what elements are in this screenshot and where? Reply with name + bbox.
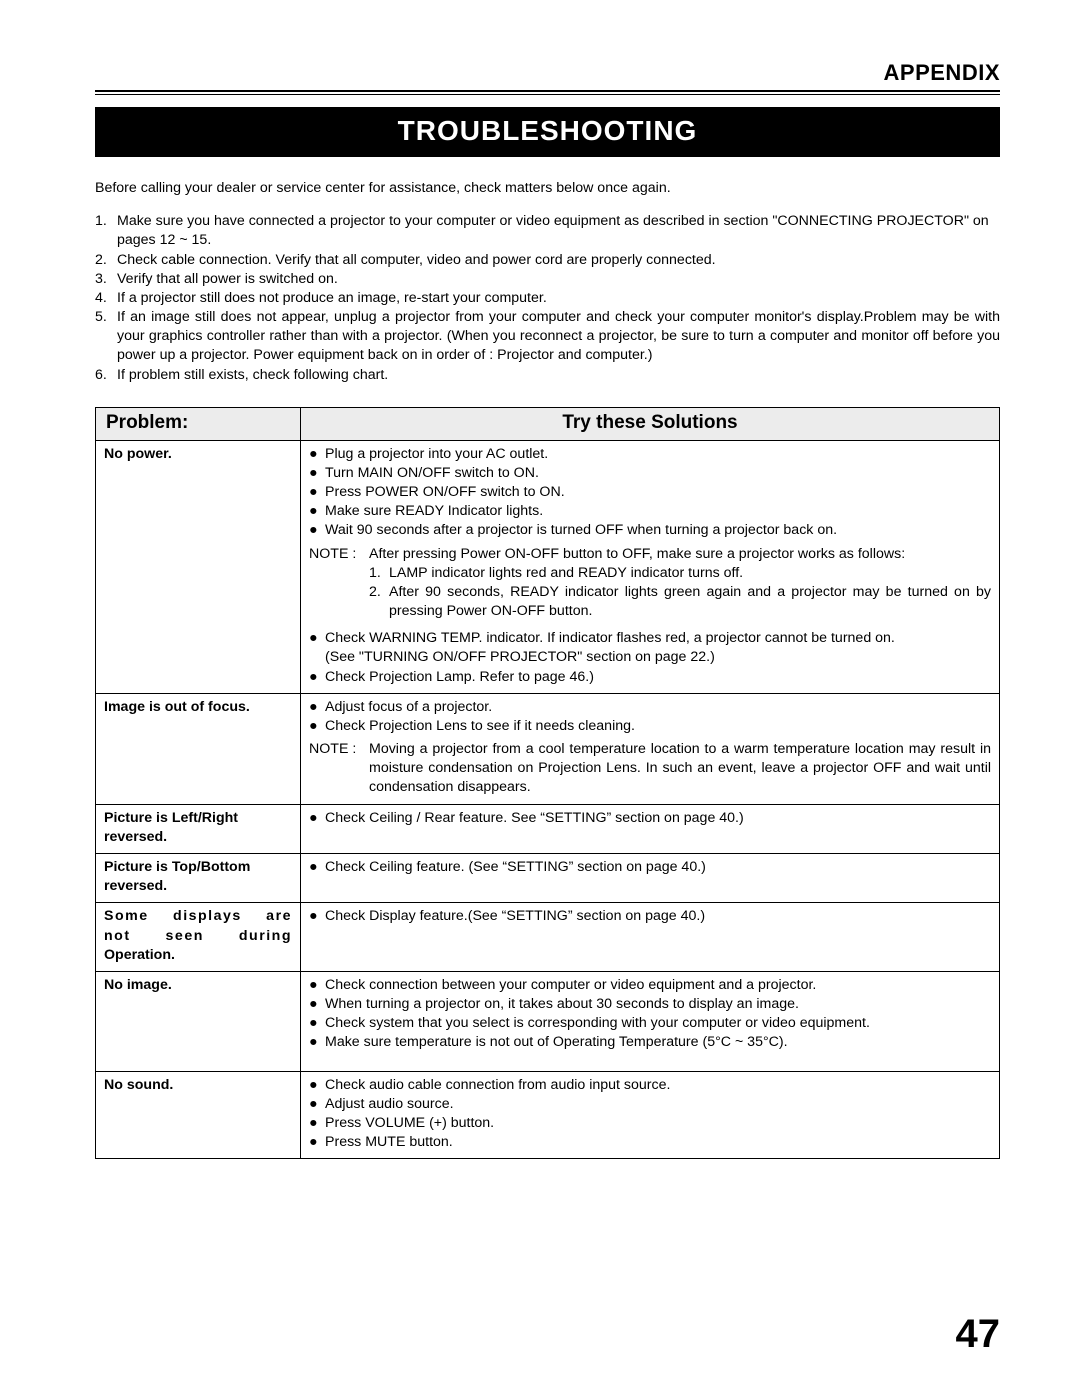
table-row: No image. ●Check connection between your… — [96, 971, 1000, 1071]
table-row: No sound. ●Check audio cable connection … — [96, 1071, 1000, 1159]
solution-cell: ●Check Ceiling feature. (See “SETTING” s… — [301, 853, 1000, 902]
step-item: 6.If problem still exists, check followi… — [95, 366, 1000, 385]
solution-cell: ●Check connection between your computer … — [301, 971, 1000, 1071]
table-row: Picture is Left/Right reversed. ●Check C… — [96, 804, 1000, 853]
intro-text: Before calling your dealer or service ce… — [95, 179, 1000, 198]
table-row: No power. ●Plug a projector into your AC… — [96, 440, 1000, 693]
step-item: 2.Check cable connection. Verify that al… — [95, 251, 1000, 270]
header-rule — [95, 90, 1000, 95]
problem-cell: Some displays are not seen during Operat… — [96, 903, 301, 972]
col-problem: Problem: — [96, 407, 301, 440]
problem-cell: No power. — [96, 440, 301, 693]
step-item: 3.Verify that all power is switched on. — [95, 270, 1000, 289]
problem-cell: Picture is Left/Right reversed. — [96, 804, 301, 853]
step-item: 4.If a projector still does not produce … — [95, 289, 1000, 308]
section-title: TROUBLESHOOTING — [95, 107, 1000, 157]
page-content: APPENDIX TROUBLESHOOTING Before calling … — [0, 0, 1080, 1159]
problem-cell: Picture is Top/Bottom reversed. — [96, 853, 301, 902]
note-block: NOTE : After pressing Power ON-OFF butto… — [309, 545, 991, 564]
table-header-row: Problem: Try these Solutions — [96, 407, 1000, 440]
problem-cell: No image. — [96, 971, 301, 1071]
problem-cell: Image is out of focus. — [96, 693, 301, 804]
table-row: Picture is Top/Bottom reversed. ●Check C… — [96, 853, 1000, 902]
page-number: 47 — [956, 1312, 1001, 1357]
solution-cell: ●Check Ceiling / Rear feature. See “SETT… — [301, 804, 1000, 853]
table-row: Image is out of focus. ●Adjust focus of … — [96, 693, 1000, 804]
numbered-steps: 1.Make sure you have connected a project… — [95, 212, 1000, 385]
solution-cell: ●Check Display feature.(See “SETTING” se… — [301, 903, 1000, 972]
troubleshooting-table: Problem: Try these Solutions No power. ●… — [95, 407, 1000, 1160]
col-solutions: Try these Solutions — [301, 407, 1000, 440]
solution-cell: ●Check audio cable connection from audio… — [301, 1071, 1000, 1159]
appendix-label: APPENDIX — [95, 60, 1000, 86]
solution-cell: ●Plug a projector into your AC outlet. ●… — [301, 440, 1000, 693]
step-item: 1.Make sure you have connected a project… — [95, 212, 1000, 250]
table-row: Some displays are not seen during Operat… — [96, 903, 1000, 972]
note-block: NOTE : Moving a projector from a cool te… — [309, 740, 991, 798]
step-item: 5.If an image still does not appear, unp… — [95, 308, 1000, 366]
problem-cell: No sound. — [96, 1071, 301, 1159]
solution-cell: ●Adjust focus of a projector. ●Check Pro… — [301, 693, 1000, 804]
